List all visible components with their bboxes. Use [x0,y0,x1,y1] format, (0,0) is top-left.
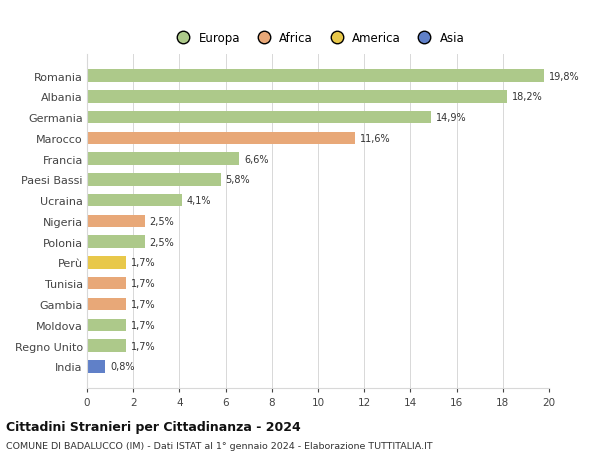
Bar [87,236,145,248]
Bar [87,298,126,311]
Text: 19,8%: 19,8% [549,72,580,81]
Bar [87,340,126,352]
Text: 1,7%: 1,7% [131,341,155,351]
Text: 4,1%: 4,1% [187,196,211,206]
Legend: Europa, Africa, America, Asia: Europa, Africa, America, Asia [167,28,469,50]
Bar [87,174,221,186]
Text: 1,7%: 1,7% [131,299,155,309]
Bar [87,153,239,166]
Bar [87,70,544,83]
Text: 0,8%: 0,8% [110,362,134,371]
Text: 1,7%: 1,7% [131,320,155,330]
Text: 14,9%: 14,9% [436,113,466,123]
Text: 2,5%: 2,5% [149,217,174,226]
Bar [87,360,106,373]
Text: 1,7%: 1,7% [131,279,155,289]
Bar [87,132,355,145]
Bar [87,195,182,207]
Text: Cittadini Stranieri per Cittadinanza - 2024: Cittadini Stranieri per Cittadinanza - 2… [6,420,301,433]
Text: 1,7%: 1,7% [131,258,155,268]
Bar [87,215,145,228]
Text: 5,8%: 5,8% [226,175,250,185]
Text: 18,2%: 18,2% [512,92,543,102]
Bar [87,112,431,124]
Bar [87,91,508,103]
Text: 11,6%: 11,6% [359,134,390,144]
Bar [87,277,126,290]
Text: 2,5%: 2,5% [149,237,174,247]
Bar [87,257,126,269]
Text: 6,6%: 6,6% [244,154,269,164]
Bar [87,319,126,331]
Text: COMUNE DI BADALUCCO (IM) - Dati ISTAT al 1° gennaio 2024 - Elaborazione TUTTITAL: COMUNE DI BADALUCCO (IM) - Dati ISTAT al… [6,441,433,450]
